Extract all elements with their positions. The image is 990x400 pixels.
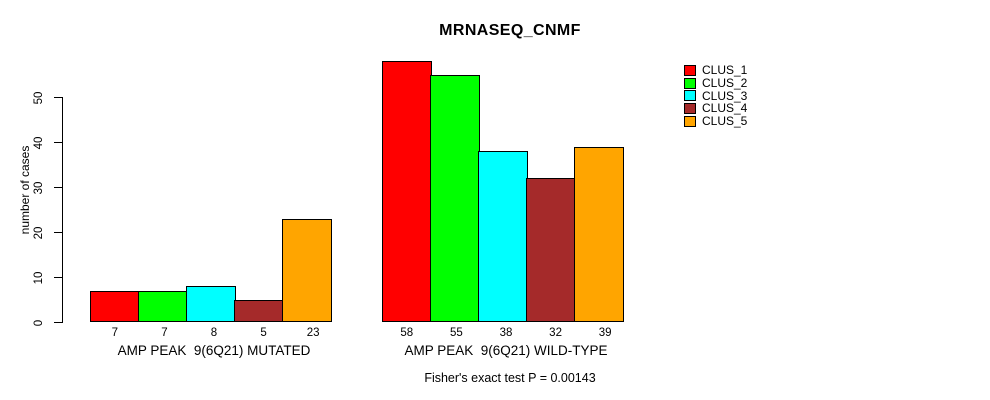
legend-swatch-icon bbox=[684, 102, 696, 114]
bar-value-label: 32 bbox=[549, 327, 562, 339]
legend-label: CLUS_4 bbox=[702, 101, 748, 116]
legend-label: CLUS_1 bbox=[702, 63, 748, 78]
bar-clus_1 bbox=[382, 61, 432, 322]
bar-clus_2 bbox=[138, 290, 188, 322]
legend-row: CLUS_2 bbox=[684, 77, 747, 90]
legend-label: CLUS_5 bbox=[702, 114, 748, 129]
bar-value-labels: 58 55 38 32 39 bbox=[382, 327, 630, 339]
y-tick-mark bbox=[54, 96, 62, 99]
bar-value-label: 23 bbox=[306, 327, 320, 339]
y-tick-label: 40 bbox=[33, 136, 45, 149]
bar-value-label: 58 bbox=[400, 327, 414, 339]
bar-clus_3 bbox=[478, 151, 528, 322]
bar-value-label: 38 bbox=[499, 327, 513, 339]
bar-group bbox=[90, 218, 338, 322]
bar-group bbox=[382, 61, 630, 322]
bar-value-label: 5 bbox=[260, 327, 267, 339]
bar-value-label: 8 bbox=[210, 327, 218, 339]
legend-row: CLUS_3 bbox=[684, 89, 747, 102]
bar-clus_1 bbox=[90, 290, 140, 322]
y-tick-mark bbox=[54, 276, 62, 279]
y-tick-label: 50 bbox=[33, 91, 45, 104]
y-tick-mark bbox=[54, 186, 62, 189]
bar-clus_5 bbox=[282, 218, 332, 322]
bar-clus_3 bbox=[186, 286, 236, 322]
bar-value-label: 39 bbox=[598, 327, 612, 339]
chart-title: MRNASEQ_CNMF bbox=[439, 22, 581, 39]
y-tick-label: 0 bbox=[33, 319, 45, 326]
bar-value-label: 7 bbox=[161, 327, 168, 339]
y-tick-label: 20 bbox=[33, 226, 45, 239]
bar-value-labels: 7 7 8 5 23 bbox=[90, 327, 338, 339]
bar-value-label: 55 bbox=[449, 327, 463, 339]
y-axis-label: number of cases bbox=[18, 145, 32, 235]
legend-swatch-icon bbox=[684, 64, 696, 76]
legend-row: CLUS_5 bbox=[684, 115, 747, 128]
legend-swatch-icon bbox=[684, 90, 696, 102]
annotation-text: Fisher's exact test P = 0.00143 bbox=[424, 371, 596, 385]
y-tick-mark bbox=[54, 231, 62, 234]
group-label: AMP PEAK 9(6Q21) WILD-TYPE bbox=[404, 343, 608, 358]
bar-clus_5 bbox=[574, 146, 624, 322]
y-axis-line bbox=[61, 97, 63, 323]
bar-clus_4 bbox=[526, 178, 576, 322]
bar-value-label: 7 bbox=[111, 327, 118, 339]
y-tick-label: 30 bbox=[33, 181, 45, 194]
legend-row: CLUS_4 bbox=[684, 102, 747, 115]
bar-clus_2 bbox=[430, 74, 480, 322]
legend-swatch-icon bbox=[684, 77, 696, 89]
y-tick-mark bbox=[54, 141, 62, 144]
legend-label: CLUS_2 bbox=[702, 76, 748, 91]
legend: CLUS_1 CLUS_2 CLUS_3 CLUS_4 CLUS_5 bbox=[684, 64, 747, 127]
legend-swatch-icon bbox=[684, 115, 696, 127]
y-tick-mark bbox=[54, 321, 62, 324]
legend-label: CLUS_3 bbox=[702, 88, 748, 103]
y-tick-label: 10 bbox=[33, 271, 45, 284]
legend-row: CLUS_1 bbox=[684, 64, 747, 77]
bar-clus_4 bbox=[234, 299, 284, 322]
group-label: AMP PEAK 9(6Q21) MUTATED bbox=[117, 343, 311, 358]
